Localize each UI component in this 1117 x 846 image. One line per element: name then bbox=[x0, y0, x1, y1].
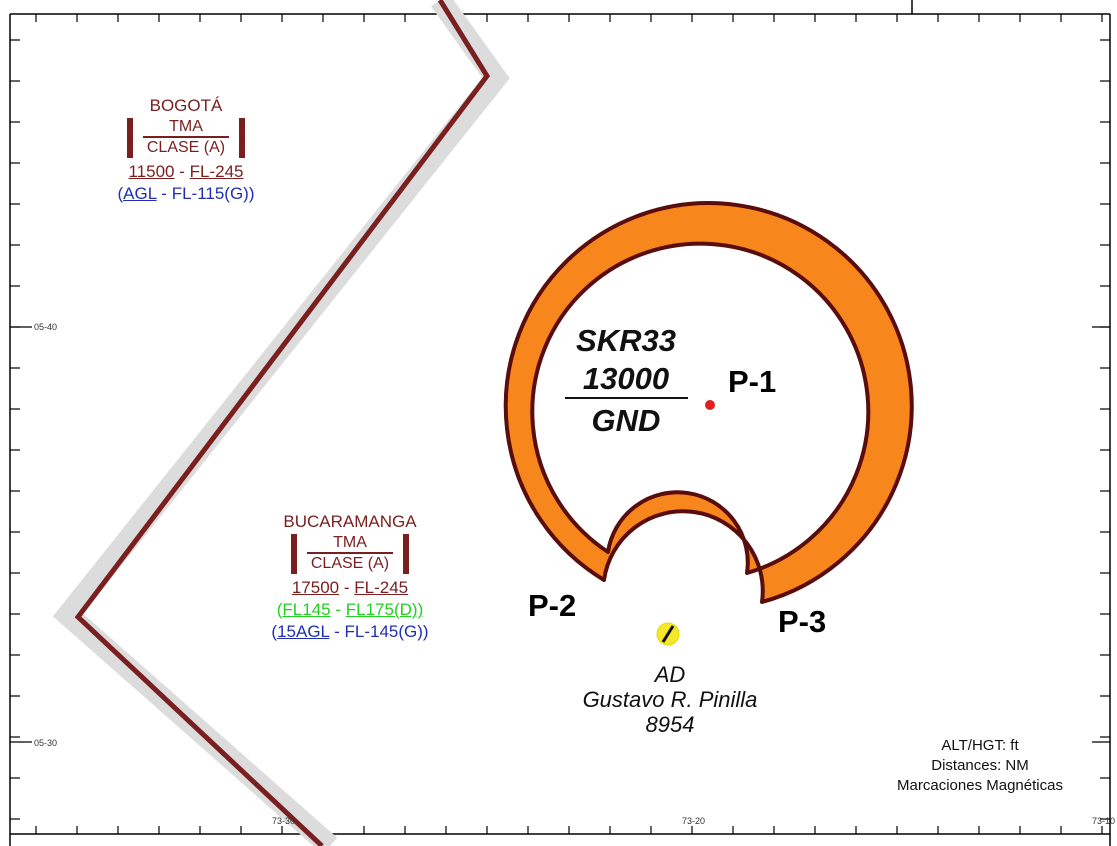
tma-bucaramanga-label: BUCARAMANGA TMA CLASE (A) 17500 - FL-245… bbox=[250, 512, 450, 642]
restricted-area-lower: GND bbox=[591, 403, 661, 438]
fir-boundary-line bbox=[74, 0, 491, 846]
tma-bogota-lower-sep: - bbox=[161, 184, 167, 203]
tma-bucaramanga-name: BUCARAMANGA bbox=[283, 512, 417, 531]
tma-bogota-lower-open: ( bbox=[117, 184, 124, 203]
chart-frame bbox=[9, 0, 1111, 846]
tma-bucaramanga-type: TMA bbox=[306, 534, 394, 554]
tma-bogota-lower-upper: FL-115(G)) bbox=[171, 184, 255, 203]
lat-label-1: 05-40 bbox=[34, 322, 58, 332]
tma-bogota-limits-upper: 11500 - FL-245 bbox=[96, 162, 276, 182]
point-p3-label: P-3 bbox=[778, 604, 827, 639]
tma-bucaramanga-limits-upper: 17500 - FL-245 bbox=[250, 578, 450, 598]
lat-label-2: 05-30 bbox=[34, 738, 58, 748]
chart-ticks bbox=[10, 14, 1110, 834]
tma-bucaramanga-mid-upper: FL175(D)) bbox=[345, 600, 424, 619]
tma-bucaramanga-lower-sep: - bbox=[334, 622, 340, 641]
tma-bucaramanga-mid-open: ( bbox=[276, 600, 283, 619]
tma-bucaramanga-limits-mid: (FL145 - FL175(D)) bbox=[250, 600, 450, 620]
p1-dot bbox=[705, 400, 715, 410]
tma-bogota-lower-lower: AGL bbox=[123, 184, 157, 203]
tma-bucaramanga-mid-sep: - bbox=[335, 600, 342, 619]
restricted-area-upper: 13000 bbox=[582, 361, 670, 396]
lon-label-1: 73-30 bbox=[272, 816, 296, 826]
lon-label-3: 73-10 bbox=[1092, 816, 1116, 826]
tma-bogota-class: CLASE (A) bbox=[142, 138, 230, 158]
aerodrome-type: AD bbox=[654, 662, 686, 687]
tma-bogota-upper-lower: 11500 bbox=[128, 162, 175, 181]
aerodrome-symbol bbox=[656, 622, 680, 646]
tma-bogota-label: BOGOTÁ TMA CLASE (A) 11500 - FL-245 (AGL… bbox=[96, 96, 276, 204]
chart-legend: ALT/HGT: ft Distances: NM Marcaciones Ma… bbox=[870, 736, 1090, 796]
point-p2-label: P-2 bbox=[528, 588, 577, 623]
tma-bogota-upper-sep: - bbox=[179, 162, 185, 181]
restricted-area-ring bbox=[503, 201, 914, 604]
tma-bucaramanga-upper-sep: - bbox=[343, 578, 350, 597]
tma-bucaramanga-lower-open: ( bbox=[271, 622, 278, 641]
tma-bucaramanga-box: TMA CLASE (A) bbox=[290, 534, 410, 574]
tma-bogota-limits-lower: (AGL - FL-115(G)) bbox=[96, 184, 276, 204]
tma-bucaramanga-mid-lower: FL145 bbox=[282, 600, 331, 619]
tma-bogota-box: TMA CLASE (A) bbox=[126, 118, 246, 158]
tma-bucaramanga-lower-lower: 15AGL bbox=[277, 622, 330, 641]
aerodrome-elevation: 8954 bbox=[645, 712, 695, 737]
restricted-area-id: SKR33 bbox=[576, 323, 676, 358]
tma-bucaramanga-upper-lower: 17500 bbox=[291, 578, 340, 597]
tma-bogota-type: TMA bbox=[142, 118, 230, 138]
legend-distances: Distances: NM bbox=[931, 757, 1029, 774]
tma-bucaramanga-class: CLASE (A) bbox=[306, 554, 394, 574]
tma-bogota-name: BOGOTÁ bbox=[149, 96, 223, 115]
point-p1-label: P-1 bbox=[728, 364, 777, 399]
aerodrome-name: Gustavo R. Pinilla bbox=[582, 687, 758, 712]
restricted-area-label: SKR33 13000 GND bbox=[556, 322, 696, 440]
tma-bucaramanga-lower-upper: FL-145(G)) bbox=[344, 622, 429, 641]
tma-bogota-upper-upper: FL-245 bbox=[189, 162, 244, 181]
legend-bearing: Marcaciones Magnéticas bbox=[897, 777, 1063, 794]
lon-label-2: 73-20 bbox=[682, 816, 706, 826]
legend-alt: ALT/HGT: ft bbox=[941, 737, 1019, 754]
tma-bucaramanga-upper-upper: FL-245 bbox=[354, 578, 409, 597]
aerodrome-label: AD Gustavo R. Pinilla 8954 bbox=[560, 662, 780, 737]
tma-bucaramanga-limits-lower: (15AGL - FL-145(G)) bbox=[250, 622, 450, 642]
